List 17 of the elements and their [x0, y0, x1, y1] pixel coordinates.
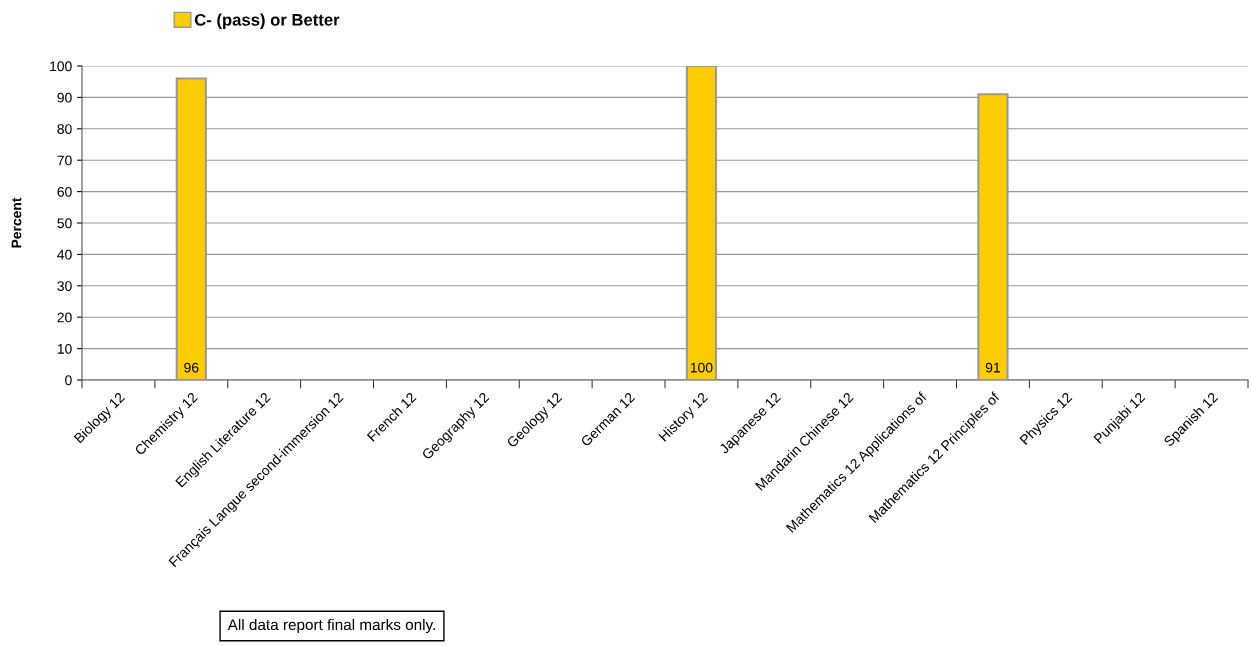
y-tick-label: 60	[57, 186, 72, 197]
y-tick-label: 20	[57, 312, 72, 323]
data-label: 91	[985, 362, 1000, 373]
legend-label: C- (pass) or Better	[194, 13, 340, 30]
y-tick-label: 90	[57, 92, 72, 103]
y-tick-label: 40	[57, 249, 72, 260]
y-tick-label: 10	[57, 343, 72, 354]
y-tick-label: 80	[57, 124, 72, 134]
y-tick-label: 0	[65, 375, 72, 386]
y-tick-label: 70	[57, 155, 72, 166]
y-tick-label: 30	[57, 281, 72, 291]
y-tick-label: 100	[50, 61, 72, 72]
y-axis-title: Percent	[11, 197, 22, 248]
text: All data report final marks only.	[227, 618, 435, 634]
data-label: 100	[690, 362, 713, 373]
y-tick-label: 50	[57, 218, 72, 229]
data-label: 96	[184, 362, 199, 373]
